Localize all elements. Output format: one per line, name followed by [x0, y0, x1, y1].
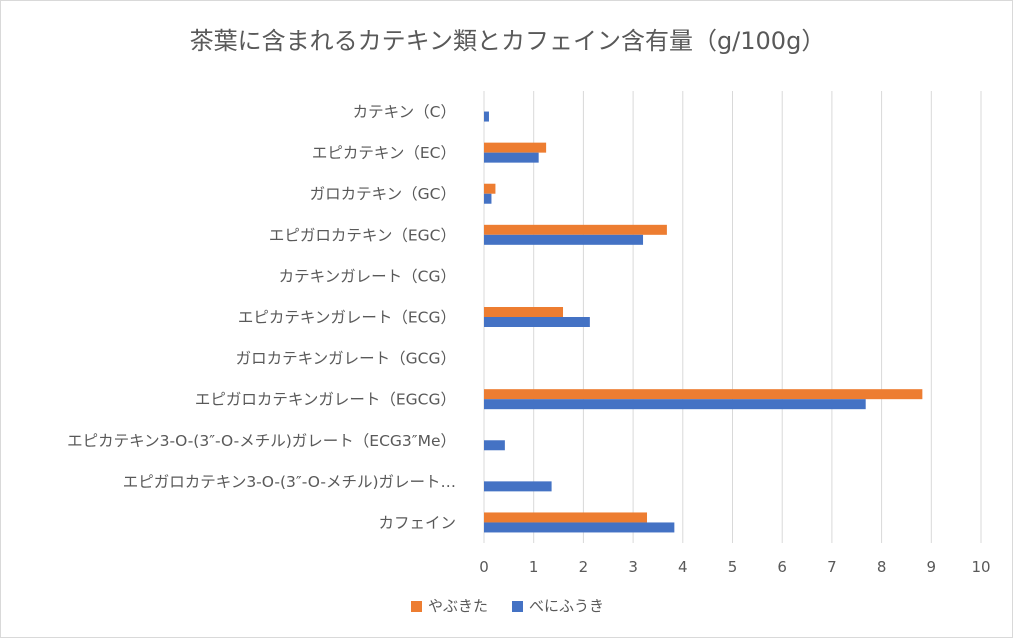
- bar-series-1: [484, 224, 667, 235]
- category-label: カテキン（C）: [353, 103, 456, 121]
- chart-title: 茶葉に含まれるカテキン類とカフェイン含有量（g/100g）: [189, 27, 826, 55]
- legend: やぶきた べにふうき: [1, 595, 1013, 616]
- category-label: エピカテキンガレート（ECG）: [238, 309, 456, 327]
- bar-series-1: [484, 142, 547, 153]
- x-tick-label: 7: [827, 558, 837, 576]
- bar-series-1: [484, 512, 648, 523]
- bar-series-2: [484, 193, 492, 204]
- x-tick-label: 6: [777, 558, 787, 576]
- bar-series-2: [484, 152, 539, 163]
- bar-series-1: [484, 307, 564, 317]
- x-tick-label: 5: [728, 558, 738, 576]
- category-label: エピカテキン3-O-(3″-O-メチル)ガレート（ECG3″Me）: [67, 432, 456, 450]
- legend-item: べにふうき: [512, 595, 604, 616]
- category-label: ガロカテキン（GC）: [310, 185, 456, 203]
- legend-swatch: [410, 601, 422, 612]
- category-label: カフェイン: [378, 514, 456, 532]
- bar-series-2: [484, 440, 505, 451]
- legend-label: やぶきた: [427, 597, 488, 615]
- bar-series-1: [484, 389, 923, 400]
- category-label: ガロカテキンガレート（GCG）: [236, 350, 456, 368]
- x-tick-label: 2: [579, 558, 589, 576]
- category-label: カテキンガレート（CG）: [279, 267, 456, 285]
- x-tick-label: 9: [927, 558, 937, 576]
- x-tick-label: 4: [678, 558, 688, 576]
- category-label: エピガロカテキン（EGC）: [269, 226, 456, 244]
- x-tick-label: 1: [529, 558, 539, 576]
- category-label: エピガロカテキン3-O-(3″-O-メチル)ガレート…: [123, 473, 456, 491]
- x-tick-label: 0: [479, 558, 489, 576]
- bar-series-2: [484, 111, 489, 122]
- bar-series-2: [484, 234, 644, 245]
- category-label: エピガロカテキンガレート（EGCG）: [195, 391, 456, 409]
- x-tick-label: 8: [877, 558, 887, 576]
- bar-series-2: [484, 522, 675, 533]
- bar-series-2: [484, 317, 590, 327]
- category-label: エピカテキン（EC）: [312, 144, 456, 162]
- legend-label: べにふうき: [529, 597, 605, 615]
- legend-swatch: [512, 601, 523, 612]
- x-tick-label: 10: [971, 558, 990, 576]
- bar-series-1: [484, 183, 496, 194]
- legend-item: やぶきた: [410, 595, 488, 616]
- x-tick-label: 3: [628, 558, 638, 576]
- bar-series-2: [484, 399, 866, 410]
- bar-series-2: [484, 481, 552, 492]
